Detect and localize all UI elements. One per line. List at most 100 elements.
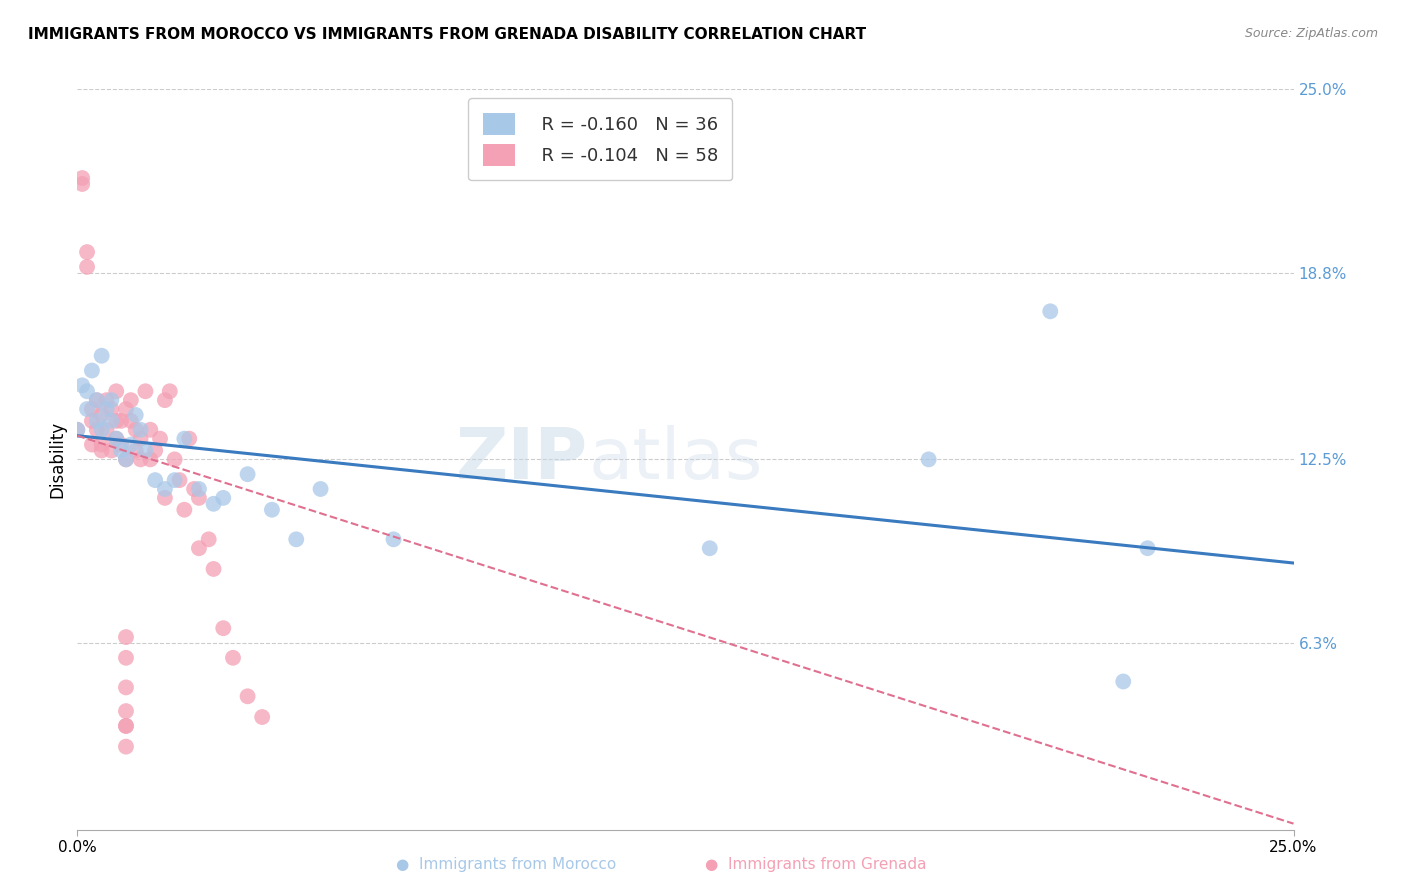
Text: atlas: atlas bbox=[588, 425, 762, 494]
Point bbox=[125, 408, 148, 422]
Point bbox=[179, 432, 201, 446]
Point bbox=[86, 393, 108, 408]
Point bbox=[96, 393, 118, 408]
Point bbox=[86, 414, 108, 428]
Point bbox=[163, 473, 186, 487]
Legend:   R = -0.160   N = 36,   R = -0.104   N = 58: R = -0.160 N = 36, R = -0.104 N = 58 bbox=[468, 98, 733, 180]
Point bbox=[105, 432, 128, 446]
Text: ZIP: ZIP bbox=[456, 425, 588, 494]
Point bbox=[120, 437, 142, 451]
Point bbox=[115, 704, 138, 718]
Point bbox=[188, 491, 211, 505]
Point bbox=[70, 378, 93, 392]
Point bbox=[115, 452, 138, 467]
Point bbox=[169, 473, 191, 487]
Point bbox=[76, 245, 98, 260]
Point bbox=[115, 452, 138, 467]
Point bbox=[80, 402, 103, 417]
Point bbox=[115, 719, 138, 733]
Point bbox=[129, 432, 152, 446]
Point bbox=[120, 393, 142, 408]
Point bbox=[90, 437, 112, 451]
Point bbox=[70, 177, 93, 191]
Point bbox=[149, 432, 172, 446]
Point bbox=[183, 482, 205, 496]
Point bbox=[125, 443, 148, 458]
Point bbox=[309, 482, 332, 496]
Text: ●  Immigrants from Grenada: ● Immigrants from Grenada bbox=[704, 857, 927, 872]
Point bbox=[202, 497, 225, 511]
Point bbox=[76, 402, 98, 417]
Point bbox=[153, 491, 176, 505]
Point bbox=[76, 260, 98, 274]
Point bbox=[188, 482, 211, 496]
Point bbox=[100, 414, 122, 428]
Point bbox=[134, 384, 156, 399]
Point bbox=[96, 402, 118, 417]
Point bbox=[90, 423, 112, 437]
Point bbox=[1112, 674, 1135, 689]
Point bbox=[139, 452, 162, 467]
Point bbox=[163, 452, 186, 467]
Point bbox=[197, 533, 219, 547]
Point bbox=[86, 393, 108, 408]
Point bbox=[143, 443, 166, 458]
Point bbox=[120, 414, 142, 428]
Point bbox=[153, 393, 176, 408]
Point bbox=[153, 482, 176, 496]
Point bbox=[80, 414, 103, 428]
Point bbox=[129, 423, 152, 437]
Point bbox=[212, 621, 235, 635]
Point bbox=[236, 467, 259, 482]
Point bbox=[188, 541, 211, 556]
Point bbox=[134, 443, 156, 458]
Point bbox=[110, 437, 132, 451]
Point bbox=[139, 423, 162, 437]
Point bbox=[66, 423, 89, 437]
Point bbox=[115, 681, 138, 695]
Point bbox=[80, 437, 103, 451]
Point bbox=[66, 423, 89, 437]
Text: Source: ZipAtlas.com: Source: ZipAtlas.com bbox=[1244, 27, 1378, 40]
Point bbox=[129, 452, 152, 467]
Point bbox=[100, 393, 122, 408]
Point bbox=[100, 402, 122, 417]
Point bbox=[1039, 304, 1062, 318]
Point bbox=[115, 739, 138, 754]
Point bbox=[285, 533, 308, 547]
Point bbox=[125, 423, 148, 437]
Point bbox=[1136, 541, 1159, 556]
Point bbox=[202, 562, 225, 576]
Point bbox=[250, 710, 273, 724]
Point bbox=[159, 384, 181, 399]
Point bbox=[80, 363, 103, 377]
Point bbox=[76, 384, 98, 399]
Point bbox=[105, 384, 128, 399]
Point bbox=[699, 541, 721, 556]
Point bbox=[173, 432, 195, 446]
Point bbox=[110, 414, 132, 428]
Point bbox=[96, 423, 118, 437]
Point bbox=[260, 502, 283, 516]
Point bbox=[115, 630, 138, 644]
Point bbox=[918, 452, 941, 467]
Point bbox=[212, 491, 235, 505]
Point bbox=[115, 719, 138, 733]
Text: ●  Immigrants from Morocco: ● Immigrants from Morocco bbox=[396, 857, 616, 872]
Point bbox=[236, 690, 259, 704]
Point bbox=[110, 443, 132, 458]
Point bbox=[86, 423, 108, 437]
Point bbox=[115, 650, 138, 665]
Point bbox=[382, 533, 405, 547]
Text: IMMIGRANTS FROM MOROCCO VS IMMIGRANTS FROM GRENADA DISABILITY CORRELATION CHART: IMMIGRANTS FROM MOROCCO VS IMMIGRANTS FR… bbox=[28, 27, 866, 42]
Point bbox=[115, 402, 138, 417]
Point bbox=[100, 443, 122, 458]
Point bbox=[90, 408, 112, 422]
Point bbox=[173, 502, 195, 516]
Point bbox=[90, 349, 112, 363]
Point bbox=[105, 432, 128, 446]
Point bbox=[222, 650, 245, 665]
Y-axis label: Disability: Disability bbox=[48, 421, 66, 498]
Point bbox=[70, 171, 93, 186]
Point bbox=[105, 414, 128, 428]
